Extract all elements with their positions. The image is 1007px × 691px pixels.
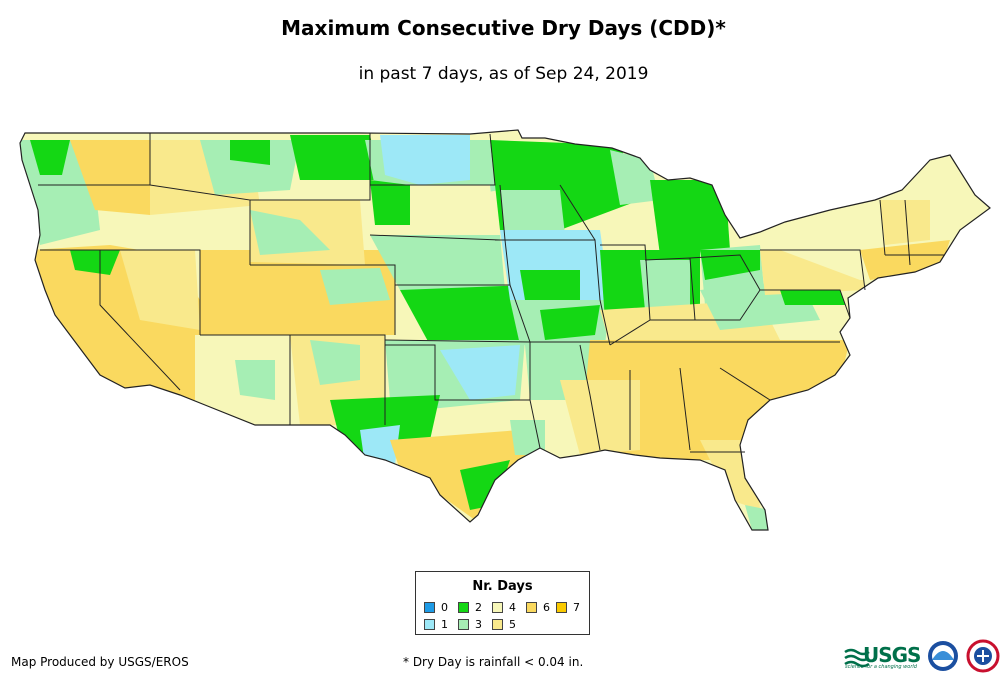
legend-item-3: 3 bbox=[458, 619, 482, 631]
legend-swatch bbox=[424, 602, 435, 613]
legend-swatch bbox=[424, 619, 435, 630]
legend-item-4: 4 bbox=[492, 602, 516, 614]
legend-label: 2 bbox=[475, 601, 482, 614]
legend-swatch bbox=[556, 602, 567, 613]
legend-label: 7 bbox=[573, 601, 580, 614]
map-subtitle: in past 7 days, as of Sep 24, 2019 bbox=[358, 64, 649, 84]
legend-swatch bbox=[458, 602, 469, 613]
legend-item-0: 0 bbox=[424, 602, 448, 614]
legend-label: 3 bbox=[475, 618, 482, 631]
noaa-logo bbox=[928, 641, 958, 671]
legend-item-2: 2 bbox=[458, 602, 482, 614]
nws-logo bbox=[966, 639, 1000, 673]
legend-swatch bbox=[458, 619, 469, 630]
map-credit: Map Produced by USGS/EROS bbox=[11, 655, 189, 669]
legend-box: Nr. Days 0 1 2 3 4 5 6 7 bbox=[415, 571, 590, 635]
legend-item-1: 1 bbox=[424, 619, 448, 631]
legend-label: 4 bbox=[509, 601, 516, 614]
legend-title: Nr. Days bbox=[472, 579, 533, 594]
legend-item-7: 7 bbox=[556, 602, 580, 614]
usgs-logo bbox=[844, 648, 870, 668]
map-title: Maximum Consecutive Dry Days (CDD)* bbox=[281, 16, 726, 40]
dry-day-footnote: * Dry Day is rainfall < 0.04 in. bbox=[403, 655, 584, 669]
legend-label: 6 bbox=[543, 601, 550, 614]
agency-logos bbox=[844, 639, 1000, 673]
legend-label: 1 bbox=[441, 618, 448, 631]
usgs-wordmark: USGS bbox=[863, 643, 921, 667]
legend-swatch bbox=[492, 602, 503, 613]
legend-swatch bbox=[526, 602, 537, 613]
legend-label: 0 bbox=[441, 601, 448, 614]
legend-swatch bbox=[492, 619, 503, 630]
usgs-tagline: science for a changing world bbox=[845, 664, 917, 670]
legend-item-5: 5 bbox=[492, 619, 516, 631]
legend-item-6: 6 bbox=[526, 602, 550, 614]
legend-label: 5 bbox=[509, 618, 516, 631]
